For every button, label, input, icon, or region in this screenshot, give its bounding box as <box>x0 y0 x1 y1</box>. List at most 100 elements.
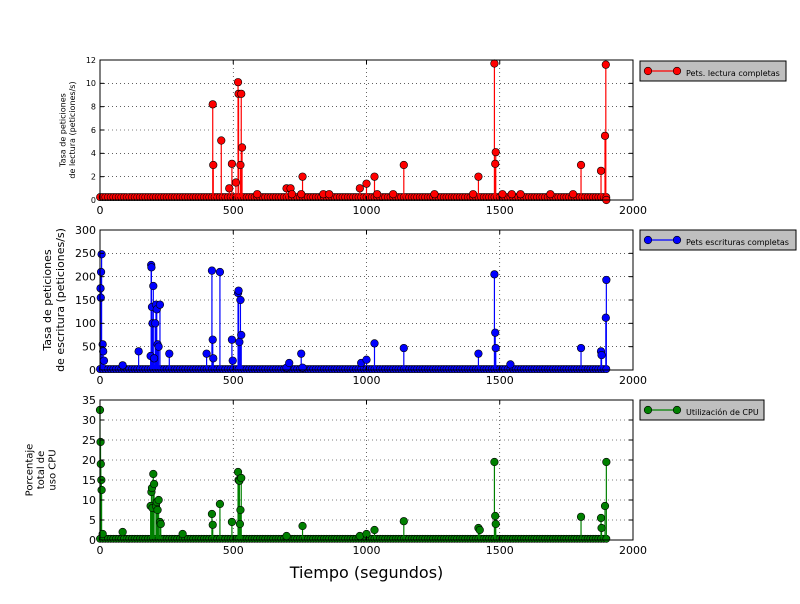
data-point <box>602 275 611 285</box>
data-point <box>282 531 291 541</box>
y-tick-label: 5 <box>89 514 96 527</box>
data-point <box>227 159 237 168</box>
data-point <box>228 356 237 365</box>
data-point <box>96 437 105 447</box>
data-point <box>399 517 408 526</box>
data-point <box>491 328 500 337</box>
data-point <box>96 284 105 293</box>
data-point <box>297 349 306 358</box>
data-point <box>601 313 610 322</box>
data-point <box>153 505 162 515</box>
data-point <box>370 339 379 348</box>
legend-label: Pets. lectura completas <box>686 69 780 78</box>
data-point <box>491 343 500 353</box>
data-point <box>235 337 244 347</box>
y-axis-label: Tasa de peticionesde lectura (peticiones… <box>59 81 77 178</box>
data-point <box>568 190 578 199</box>
y-axis-label: Tasa de peticionesde escritura (peticion… <box>41 228 67 372</box>
x-tick-label: 0 <box>97 374 104 387</box>
data-point <box>362 179 371 188</box>
data-point <box>231 178 241 187</box>
data-point <box>325 190 334 199</box>
data-point <box>96 267 106 277</box>
data-point <box>236 505 245 515</box>
legend-marker <box>643 66 653 76</box>
data-point <box>225 184 234 193</box>
data-point <box>576 343 586 353</box>
y-axis-label-line: Porcentaje <box>24 444 35 497</box>
y-tick-label: 0 <box>91 196 96 205</box>
data-point <box>491 159 500 168</box>
data-point <box>298 521 307 531</box>
x-tick-label: 500 <box>223 204 244 217</box>
data-point <box>118 361 127 370</box>
y-tick-label: 4 <box>91 149 96 158</box>
data-point <box>475 525 484 535</box>
x-tick-label: 0 <box>97 204 104 217</box>
data-point <box>601 60 610 69</box>
y-tick-label: 100 <box>75 317 96 330</box>
legend-label: Pets escrituras completas <box>686 238 789 247</box>
data-point <box>506 360 515 369</box>
data-point <box>285 358 294 368</box>
data-point <box>147 263 156 272</box>
data-point <box>215 267 225 277</box>
legend: Pets escrituras completas <box>639 229 797 251</box>
data-point <box>490 270 499 279</box>
x-tick-label: 1500 <box>486 204 514 217</box>
y-tick-label: 25 <box>82 434 96 447</box>
legend-box <box>639 399 765 421</box>
data-point <box>430 190 439 199</box>
panel-3: 0 500 1000 1500 2000 0 5 10 15 20 25 30 35 Porcentaje… <box>24 394 765 582</box>
y-tick-label: 10 <box>86 79 96 88</box>
y-tick-label: 10 <box>82 494 96 507</box>
data-point <box>474 172 483 181</box>
legend-marker <box>672 235 682 245</box>
panel-2: 0 500 1000 1500 2000 0 50 100 150 200 250 300 Tasa d… <box>41 224 797 387</box>
data-point <box>98 529 107 539</box>
y-tick-label: 12 <box>86 56 96 65</box>
data-point <box>596 513 606 523</box>
data-point <box>156 519 165 529</box>
y-tick-label: 2 <box>91 172 96 181</box>
x-tick-label: 2000 <box>619 544 647 557</box>
data-point <box>149 479 159 489</box>
data-point <box>97 485 106 495</box>
legend-box <box>639 60 787 82</box>
data-point <box>399 160 408 170</box>
y-axis-label-line: Tasa de peticiones <box>59 93 68 168</box>
data-point <box>600 131 610 140</box>
data-point <box>233 78 243 87</box>
data-point <box>99 347 108 356</box>
data-point <box>96 459 105 469</box>
data-point <box>234 286 243 295</box>
x-tick-label: 500 <box>223 374 244 387</box>
x-tick-label: 1500 <box>486 544 514 557</box>
data-point <box>490 457 499 467</box>
data-point <box>155 300 165 309</box>
y-axis-label-line: total de <box>36 451 47 490</box>
data-point <box>373 190 382 199</box>
data-point <box>507 190 516 199</box>
data-point <box>237 473 246 483</box>
data-point <box>207 266 217 275</box>
data-point <box>362 355 371 364</box>
data-point <box>118 527 127 537</box>
y-tick-label: 300 <box>75 224 96 237</box>
y-axis-label-line: uso CPU <box>47 449 58 490</box>
data-point <box>97 250 106 259</box>
data-point <box>596 166 606 175</box>
data-point <box>178 529 187 539</box>
data-point <box>399 343 408 353</box>
y-tick-label: 30 <box>82 414 96 427</box>
data-point <box>490 59 499 68</box>
data-point <box>597 523 606 533</box>
y-axis-label-line: de escritura (peticiones/s) <box>54 228 67 372</box>
y-axis-label-line: de lectura (peticiones/s) <box>68 81 77 178</box>
data-point <box>474 349 483 358</box>
legend-marker <box>643 405 653 415</box>
legend: Utilización de CPU <box>639 399 765 421</box>
data-point <box>215 499 225 509</box>
